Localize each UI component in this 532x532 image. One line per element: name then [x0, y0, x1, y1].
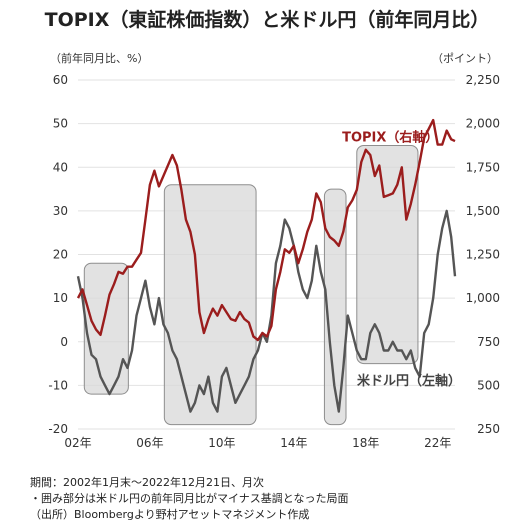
shaded-region [323, 188, 347, 426]
right-tick-label: 250 [477, 422, 500, 436]
shaded-region [356, 144, 419, 365]
series-line-usdjpy [76, 209, 457, 413]
left-tick-label: -20 [48, 422, 68, 436]
left-tick-label: -10 [48, 378, 68, 392]
note-source: （出所）Bloombergより野村アセットマネジメント作成 [30, 507, 309, 521]
x-tick-label: 14年 [280, 436, 307, 450]
right-tick-label: 2,250 [466, 73, 500, 87]
right-tick-label: 1,750 [466, 160, 500, 174]
left-tick-label: 40 [53, 160, 68, 174]
right-tick-label: 1,000 [466, 291, 500, 305]
x-tick-label: 18年 [352, 436, 379, 450]
left-axis-label: （前年同月比、%） [50, 51, 148, 65]
right-tick-label: 1,500 [466, 204, 500, 218]
series-label-usdjpy: 米ドル円（左軸） [357, 373, 461, 389]
x-axis-ticks: 02年 06年 10年 14年 18年 22年 [64, 436, 451, 450]
left-axis-ticks: 60 50 40 30 20 10 0 -10 -20 [48, 73, 68, 436]
shaded-region [83, 262, 129, 395]
chart-title: TOPIX（東証株価指数）と米ドル円（前年同月比） [45, 8, 490, 31]
note-shading: ・囲み部分は米ドル円の前年同月比がマイナス基調となった局面 [30, 491, 348, 505]
note-period: 期間：2002年1月末～2022年12月21日、月次 [30, 475, 264, 489]
series-line-topix [76, 118, 456, 342]
x-tick-label: 06年 [136, 436, 163, 450]
right-axis-label: （ポイント） [432, 52, 498, 65]
shaded-regions [83, 144, 419, 426]
series-layer [76, 118, 457, 413]
x-tick-label: 02年 [64, 436, 91, 450]
left-tick-label: 20 [53, 248, 68, 262]
series-label-topix: TOPIX（右軸） [342, 130, 438, 146]
right-tick-label: 750 [477, 335, 500, 349]
right-tick-label: 1,250 [466, 248, 500, 262]
left-tick-label: 30 [53, 204, 68, 218]
left-tick-label: 10 [53, 291, 68, 305]
shaded-region [163, 184, 257, 426]
left-tick-label: 0 [60, 335, 68, 349]
x-tick-label: 22年 [424, 436, 451, 450]
left-tick-label: 60 [53, 73, 68, 87]
right-axis-ticks: 2,250 2,000 1,750 1,500 1,250 1,000 750 500 250 [466, 73, 500, 436]
right-tick-label: 2,000 [466, 117, 500, 131]
left-tick-label: 50 [53, 117, 68, 131]
right-tick-label: 500 [477, 378, 500, 392]
x-tick-label: 10年 [208, 436, 235, 450]
